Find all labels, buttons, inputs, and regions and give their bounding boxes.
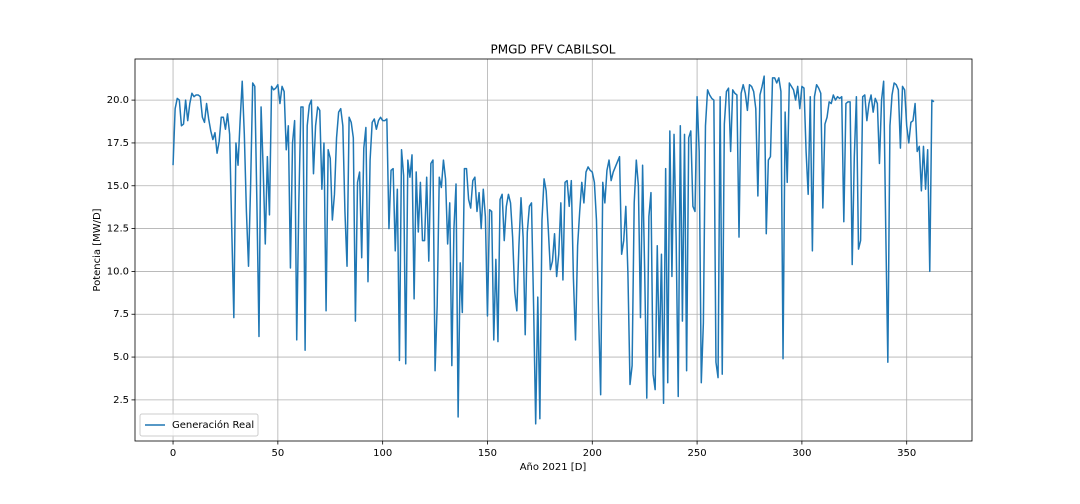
x-tick-label: 350 <box>897 448 916 459</box>
y-tick-label: 20.0 <box>107 95 129 106</box>
x-tick-label: 250 <box>688 448 707 459</box>
x-tick-label: 300 <box>792 448 811 459</box>
y-tick-label: 5.0 <box>113 352 129 363</box>
data-line <box>172 75 935 425</box>
x-tick-label: 150 <box>478 448 497 459</box>
y-tick-label: 15.0 <box>107 181 129 192</box>
legend-box <box>139 413 259 437</box>
x-tick-label: 200 <box>583 448 602 459</box>
axes-frame <box>134 58 973 442</box>
y-tick-label: 17.5 <box>107 138 129 149</box>
x-tick-label: 50 <box>271 448 284 459</box>
x-tick-label: 0 <box>170 448 176 459</box>
legend-label: Generación Real <box>172 419 254 431</box>
x-tick-label: 100 <box>373 448 392 459</box>
chart-title: PMGD PFV CABILSOL <box>491 43 616 57</box>
y-axis-label: Potencia [MW/D] <box>92 208 103 291</box>
y-tick-label: 2.5 <box>113 395 129 406</box>
y-tick-label: 12.5 <box>107 224 129 235</box>
y-tick-label: 10.0 <box>107 266 129 277</box>
y-tick-label: 7.5 <box>113 309 129 320</box>
x-axis-label: Año 2021 [D] <box>520 462 587 473</box>
legend: Generación Real <box>139 413 259 437</box>
